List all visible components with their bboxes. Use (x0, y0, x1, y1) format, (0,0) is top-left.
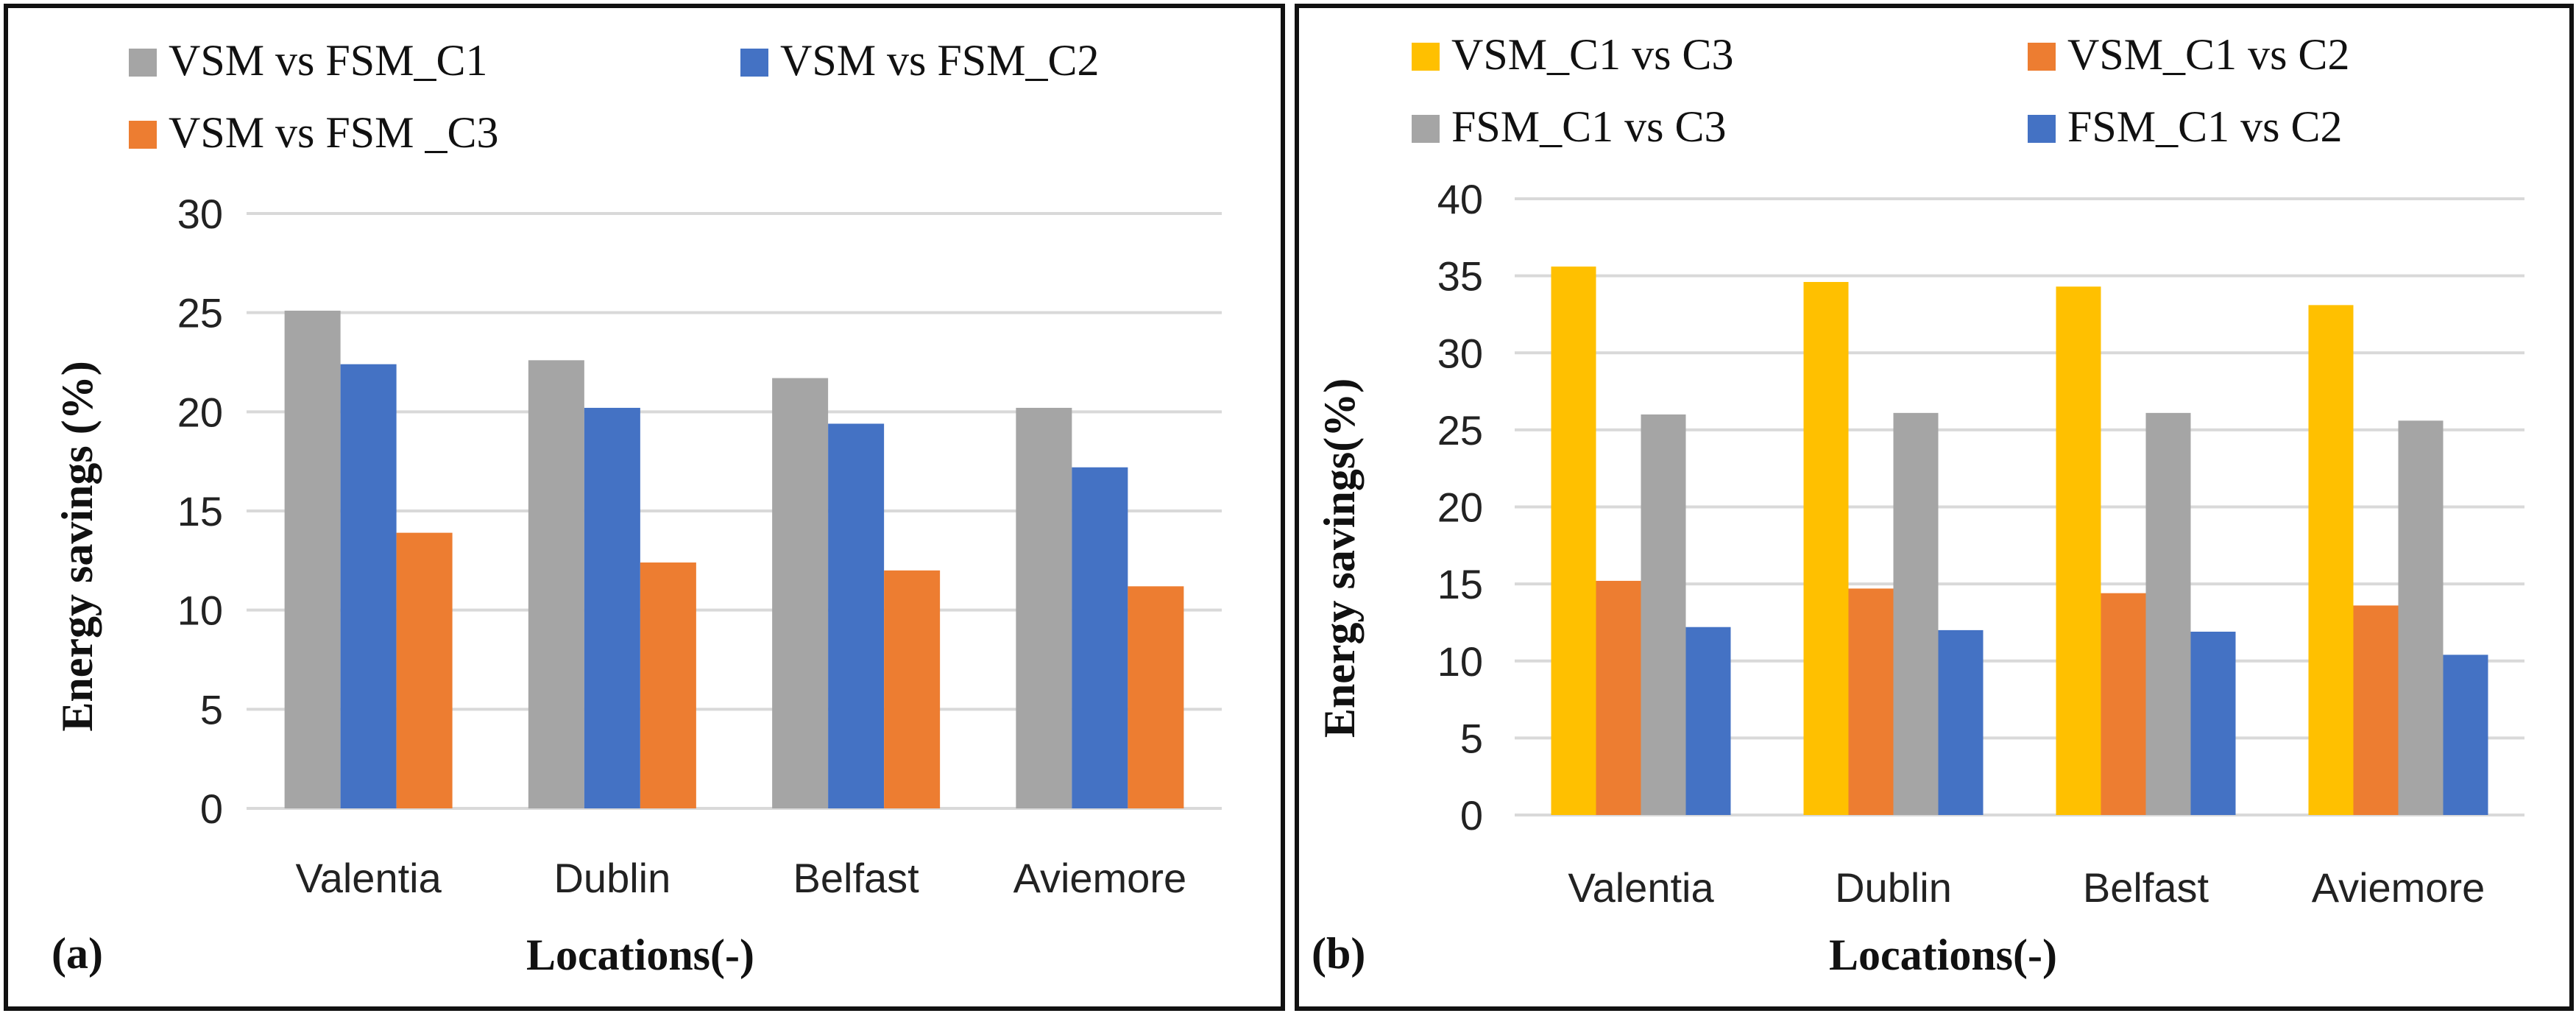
panel-b-legend-swatch-3 (1412, 115, 1440, 143)
panel-a-y-tick-label: 10 (177, 588, 223, 634)
panel-b-bar-3-belfast (2145, 412, 2191, 815)
panel-a-frame (4, 4, 1285, 1011)
panel-b-legend-swatch-4 (2028, 115, 2056, 143)
panel-a-legend-swatch-1 (129, 49, 157, 77)
panel-b-y-axis-title: Energy savings(%) (1315, 378, 1364, 738)
panel-b-label: (b) (1312, 929, 1365, 978)
panel-b-x-tick-label: Aviemore (2312, 864, 2485, 911)
panel-a-bar-2-belfast (828, 423, 885, 808)
panel-b-bar-3-valentia (1641, 414, 1686, 815)
panel-a-x-tick-label: Belfast (793, 855, 920, 901)
panel-b-y-tick-label: 5 (1460, 715, 1483, 761)
panel-b-bar-1-belfast (2056, 286, 2101, 816)
panel-b-bar-2-dublin (1848, 588, 1894, 815)
panel-a-y-tick-label: 30 (177, 191, 223, 237)
panel-a-bar-1-aviemore (1016, 407, 1072, 808)
panel-b-legend-swatch-2 (2028, 43, 2056, 71)
panel-a-y-tick-label: 20 (177, 389, 223, 435)
panel-b: 0 5 10 15 20 25 30 35 40 Valentia Dublin Belfast Av… (1295, 4, 2574, 1011)
panel-a-y-tick-label: 0 (200, 786, 223, 832)
panel-a-bar-1-dublin (528, 360, 584, 809)
panel-b-y-tick-label: 0 (1460, 792, 1483, 839)
panel-b-x-tick-label: Dublin (1835, 864, 1952, 911)
panel-b-y-tick-label: 20 (1437, 484, 1483, 531)
panel-b-bar-4-valentia (1685, 627, 1731, 815)
panel-a-legend-label-2: VSM vs FSM_C2 (780, 36, 1100, 85)
panel-b-legend-swatch-1 (1412, 43, 1440, 71)
panel-a-bar-2-dublin (584, 407, 640, 808)
panel-a-bar-1-belfast (772, 378, 829, 808)
panel-b-bar-4-aviemore (2443, 655, 2488, 815)
panel-a-bar-3-valentia (396, 532, 453, 808)
panel-a-legend-label-3: VSM vs FSM _C3 (169, 108, 499, 157)
panel-a-y-tick-label: 5 (200, 686, 223, 733)
panel-b-bar-3-aviemore (2398, 420, 2444, 815)
panel-b-legend-label-1: VSM_C1 vs C3 (1451, 30, 1733, 79)
panel-b-x-tick-label: Valentia (1568, 864, 1714, 911)
panel-a-bar-2-aviemore (1072, 467, 1128, 808)
panel-a-y-tick-label: 15 (177, 488, 223, 535)
panel-b-legend-label-3: FSM_C1 vs C3 (1451, 102, 1726, 151)
panel-a-y-tick-label: 25 (177, 290, 223, 336)
panel-b-y-tick-label: 10 (1437, 638, 1483, 685)
panel-b-bar-4-dublin (1938, 629, 1984, 815)
panel-b-bar-1-aviemore (2308, 305, 2354, 815)
panel-b-bar-1-dublin (1803, 281, 1849, 815)
panel-a-x-tick-label: Dublin (553, 855, 670, 901)
panel-b-y-tick-label: 35 (1437, 253, 1483, 300)
panel-b-bar-1-valentia (1551, 267, 1596, 815)
panel-a-bar-1-valentia (284, 310, 341, 808)
panel-b-frame (1295, 4, 2574, 1011)
panel-b-bar-2-aviemore (2353, 605, 2399, 815)
panel-b-bar-2-valentia (1596, 580, 1641, 815)
panel-a-bar-2-valentia (340, 364, 397, 808)
panel-a-bar-3-dublin (640, 562, 696, 808)
panel-b-legend-label-2: VSM_C1 vs C2 (2067, 30, 2349, 79)
panel-a-bar-3-belfast (884, 570, 941, 808)
panel-a-label: (a) (52, 929, 103, 978)
panel-b-bar-2-belfast (2101, 593, 2146, 815)
panel-a-x-tick-label: Aviemore (1013, 855, 1187, 901)
panel-b-legend-label-4: FSM_C1 vs C2 (2067, 102, 2342, 151)
panel-a-legend-label-1: VSM vs FSM_C1 (169, 36, 488, 85)
panel-b-x-tick-label: Belfast (2083, 864, 2209, 911)
panel-b-y-tick-label: 25 (1437, 407, 1483, 454)
panel-a-x-axis-title: Locations(-) (526, 931, 754, 979)
panel-b-bar-4-belfast (2190, 631, 2236, 815)
panel-a-legend-swatch-3 (129, 121, 157, 149)
panel-b-bar-3-dublin (1893, 412, 1939, 815)
panel-a-y-axis-title: Energy savings (%) (53, 361, 102, 731)
panel-b-x-axis-title: Locations(-) (1829, 931, 2057, 979)
panel-b-y-tick-label: 40 (1437, 176, 1483, 222)
panel-a-x-tick-label: Valentia (296, 855, 442, 901)
panel-b-y-tick-label: 30 (1437, 330, 1483, 376)
panel-a-bar-3-aviemore (1128, 586, 1184, 808)
panel-b-y-tick-label: 15 (1437, 561, 1483, 607)
panel-a-legend-swatch-2 (740, 49, 768, 77)
panel-a: 0 5 10 15 20 25 30 Valentia Dublin Belfast Aviemo… (4, 4, 1285, 1011)
